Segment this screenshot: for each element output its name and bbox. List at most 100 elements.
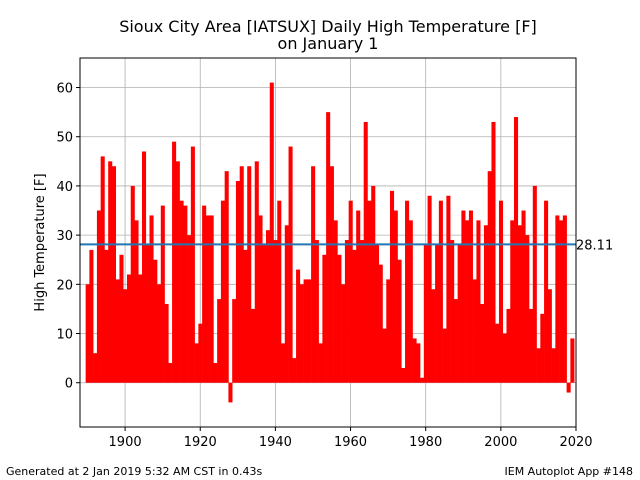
x-tick-label: 1940 [259,435,292,450]
bar-1935 [254,161,259,383]
chart-subtitle: on January 1 [277,34,379,53]
bar-1968 [378,264,383,383]
bar-1912 [168,363,173,383]
bar-1938 [266,230,271,383]
bar-1940 [273,240,278,383]
bar-1918 [190,146,195,383]
bar-1924 [213,363,218,383]
x-tick-label: 1920 [184,435,217,450]
bar-2001 [502,333,507,383]
bar-1910 [160,205,165,383]
bar-1971 [390,190,395,383]
chart-title: Sioux City Area [IATSUX] Daily High Temp… [119,17,537,36]
bar-1981 [427,195,432,383]
bar-1997 [487,171,492,383]
bar-1964 [363,121,368,383]
bar-1965 [367,200,372,383]
bar-1931 [239,166,244,383]
bar-1892 [93,353,98,383]
bar-1903 [134,220,139,383]
x-tick-label: 2000 [484,435,517,450]
bar-1922 [205,215,210,383]
bar-1989 [457,244,462,383]
bar-2012 [544,200,549,383]
bar-1936 [258,215,263,383]
bar-1953 [322,254,327,383]
bar-1893 [96,210,101,383]
bar-1974 [401,367,406,383]
bar-1992 [468,210,473,383]
bar-1896 [108,161,113,383]
bar-1978 [416,343,421,383]
bar-1972 [393,210,398,383]
bar-1991 [465,220,470,383]
y-axis: 0 10 20 30 40 50 60 [56,82,80,392]
bar-1944 [288,146,293,383]
bar-1916 [183,205,188,383]
bar-2007 [525,235,530,383]
bar-1983 [435,244,440,383]
bar-1914 [175,161,180,383]
bar-1961 [352,249,357,383]
bar-2003 [510,220,515,383]
average-label: 28.11 [576,238,613,253]
bar-1959 [344,240,349,383]
bar-1929 [232,299,237,383]
bar-2004 [514,117,519,383]
bar-1942 [281,343,286,383]
bar-1963 [359,240,364,383]
bar-1960 [348,200,353,383]
bar-1947 [299,284,304,383]
bar-1999 [495,323,500,383]
bar-1967 [374,244,380,383]
bar-2016 [559,220,564,383]
bar-1993 [472,279,477,383]
bar-1949 [307,279,312,383]
bar-1957 [337,254,342,383]
bar-1984 [438,200,443,383]
bar-1902 [130,185,135,383]
bar-1986 [446,195,451,383]
bar-2005 [517,225,522,383]
y-tick-label: 10 [56,328,73,343]
x-tick-label: 1960 [334,435,367,450]
bar-1909 [157,284,162,383]
bar-1923 [209,215,214,383]
x-tick-label: 2020 [559,435,592,450]
bar-2018 [566,382,571,393]
bar-1891 [89,249,94,383]
x-tick-label: 1980 [409,435,442,450]
bar-1979 [420,377,425,383]
bar-1982 [431,289,436,383]
bar-1898 [115,279,120,383]
bar-1969 [382,328,387,383]
y-tick-label: 40 [56,180,73,195]
bar-2014 [551,348,556,383]
bar-1920 [198,323,203,383]
bar-1948 [303,279,308,383]
y-tick-label: 20 [56,278,73,293]
bar-1911 [164,304,169,383]
bar-1899 [119,254,124,383]
bar-1954 [326,112,331,383]
bar-1927 [224,171,229,383]
bar-1939 [269,82,274,383]
bar-1905 [142,151,147,383]
y-tick-label: 60 [56,82,73,97]
bar-1900 [123,289,128,383]
footer-app: IEM Autoplot App #148 [504,465,634,478]
bar-1913 [172,141,177,383]
bar-1970 [386,279,391,383]
footer-generated: Generated at 2 Jan 2019 5:32 AM CST in 0… [6,465,263,478]
y-tick-label: 30 [56,229,73,244]
bar-1941 [277,200,282,383]
bar-1976 [408,220,413,383]
bar-1996 [483,225,488,383]
bar-1917 [187,235,192,383]
bar-2009 [532,185,537,383]
bar-1950 [311,166,316,383]
bar-1985 [442,328,447,383]
bar-2006 [521,210,526,383]
bar-1988 [453,299,458,383]
